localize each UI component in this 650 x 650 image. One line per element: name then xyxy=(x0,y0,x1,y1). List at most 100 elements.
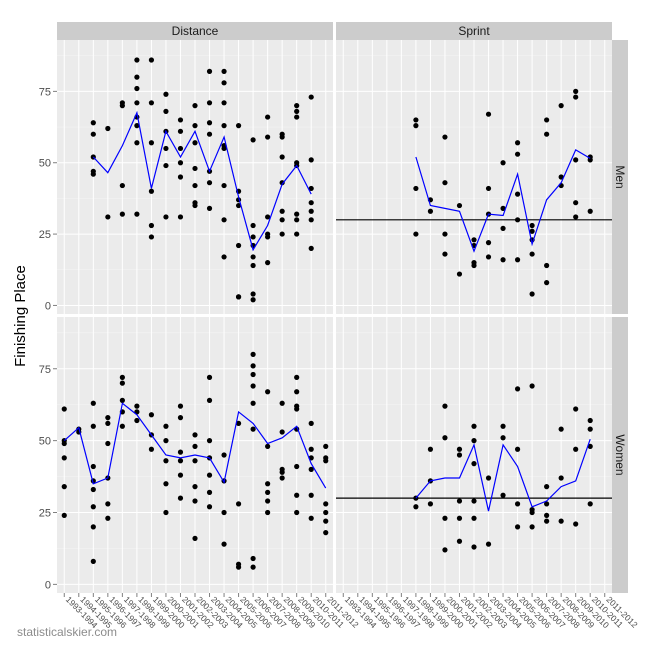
data-point xyxy=(206,504,213,510)
data-point xyxy=(148,140,155,146)
data-point xyxy=(265,481,271,487)
data-point xyxy=(456,498,463,504)
data-point xyxy=(413,185,419,192)
data-point xyxy=(413,504,419,510)
data-point xyxy=(221,100,227,106)
column-strip-label: Distance xyxy=(172,24,219,38)
data-point xyxy=(250,564,256,570)
data-point xyxy=(558,103,564,109)
data-point xyxy=(250,297,256,303)
data-point xyxy=(119,397,125,403)
data-point xyxy=(514,446,521,452)
data-point xyxy=(119,182,125,189)
data-point xyxy=(500,225,506,231)
data-point xyxy=(442,251,448,257)
data-point xyxy=(558,174,564,180)
data-point xyxy=(206,120,213,126)
data-point xyxy=(427,446,434,452)
data-point xyxy=(442,547,448,553)
y-tick-label: 25 xyxy=(39,508,51,520)
data-point xyxy=(235,294,242,300)
data-point xyxy=(294,231,300,237)
data-point xyxy=(148,188,155,194)
data-point xyxy=(206,438,213,444)
data-point xyxy=(471,544,477,550)
data-point xyxy=(90,423,96,429)
data-point xyxy=(558,518,564,524)
data-point xyxy=(61,484,67,490)
data-point xyxy=(192,498,198,504)
data-point xyxy=(134,85,140,92)
data-point xyxy=(250,383,256,389)
y-tick-label: 25 xyxy=(39,229,51,241)
data-point xyxy=(192,165,198,172)
data-point xyxy=(192,182,198,189)
data-point xyxy=(105,420,111,426)
data-point xyxy=(308,94,314,100)
data-point xyxy=(61,512,67,518)
data-point xyxy=(206,100,213,106)
data-point xyxy=(587,443,593,449)
column-strip xyxy=(57,22,333,40)
data-point xyxy=(177,145,184,152)
data-point xyxy=(323,443,329,449)
data-point xyxy=(90,171,96,177)
data-point xyxy=(163,438,169,444)
data-point xyxy=(134,211,140,217)
data-point xyxy=(573,406,579,412)
data-point xyxy=(442,435,448,441)
data-point xyxy=(221,217,227,223)
data-point xyxy=(514,140,521,146)
data-point xyxy=(514,151,521,157)
column-strip-label: Sprint xyxy=(458,24,490,38)
data-point xyxy=(177,174,184,180)
data-point xyxy=(308,200,314,206)
data-point xyxy=(221,145,227,152)
data-point xyxy=(265,509,271,516)
data-point xyxy=(308,446,314,452)
data-point xyxy=(514,217,521,223)
data-point xyxy=(413,123,419,129)
data-point xyxy=(514,386,521,392)
data-point xyxy=(177,117,184,123)
data-point xyxy=(250,426,256,432)
data-point xyxy=(279,400,285,406)
data-point xyxy=(105,515,111,521)
data-point xyxy=(192,458,198,464)
data-point xyxy=(279,134,285,140)
data-point xyxy=(587,501,593,507)
data-point xyxy=(500,257,506,263)
data-point xyxy=(294,509,300,516)
data-point xyxy=(265,134,271,140)
panel-men-sprint xyxy=(336,40,612,314)
data-point xyxy=(250,222,256,229)
data-point xyxy=(192,432,198,438)
data-point xyxy=(573,446,579,452)
data-point xyxy=(119,374,125,380)
data-point xyxy=(544,501,550,507)
row-strip-label: Women xyxy=(613,434,627,475)
data-point xyxy=(529,291,535,297)
data-point xyxy=(529,228,535,234)
data-point xyxy=(529,509,535,516)
row-strip xyxy=(612,40,628,314)
data-point xyxy=(119,211,125,217)
data-point xyxy=(250,371,256,378)
data-point xyxy=(119,380,125,386)
data-point xyxy=(514,524,521,530)
data-point xyxy=(90,463,96,470)
data-point xyxy=(235,242,242,249)
data-point xyxy=(500,492,506,498)
data-point xyxy=(456,446,463,452)
data-point xyxy=(250,363,256,369)
data-point xyxy=(206,374,213,380)
data-point xyxy=(471,237,477,243)
data-point xyxy=(308,157,314,163)
data-point xyxy=(308,217,314,223)
data-point xyxy=(573,157,579,163)
data-point xyxy=(163,509,169,516)
data-point xyxy=(265,389,271,395)
data-point xyxy=(163,91,169,97)
